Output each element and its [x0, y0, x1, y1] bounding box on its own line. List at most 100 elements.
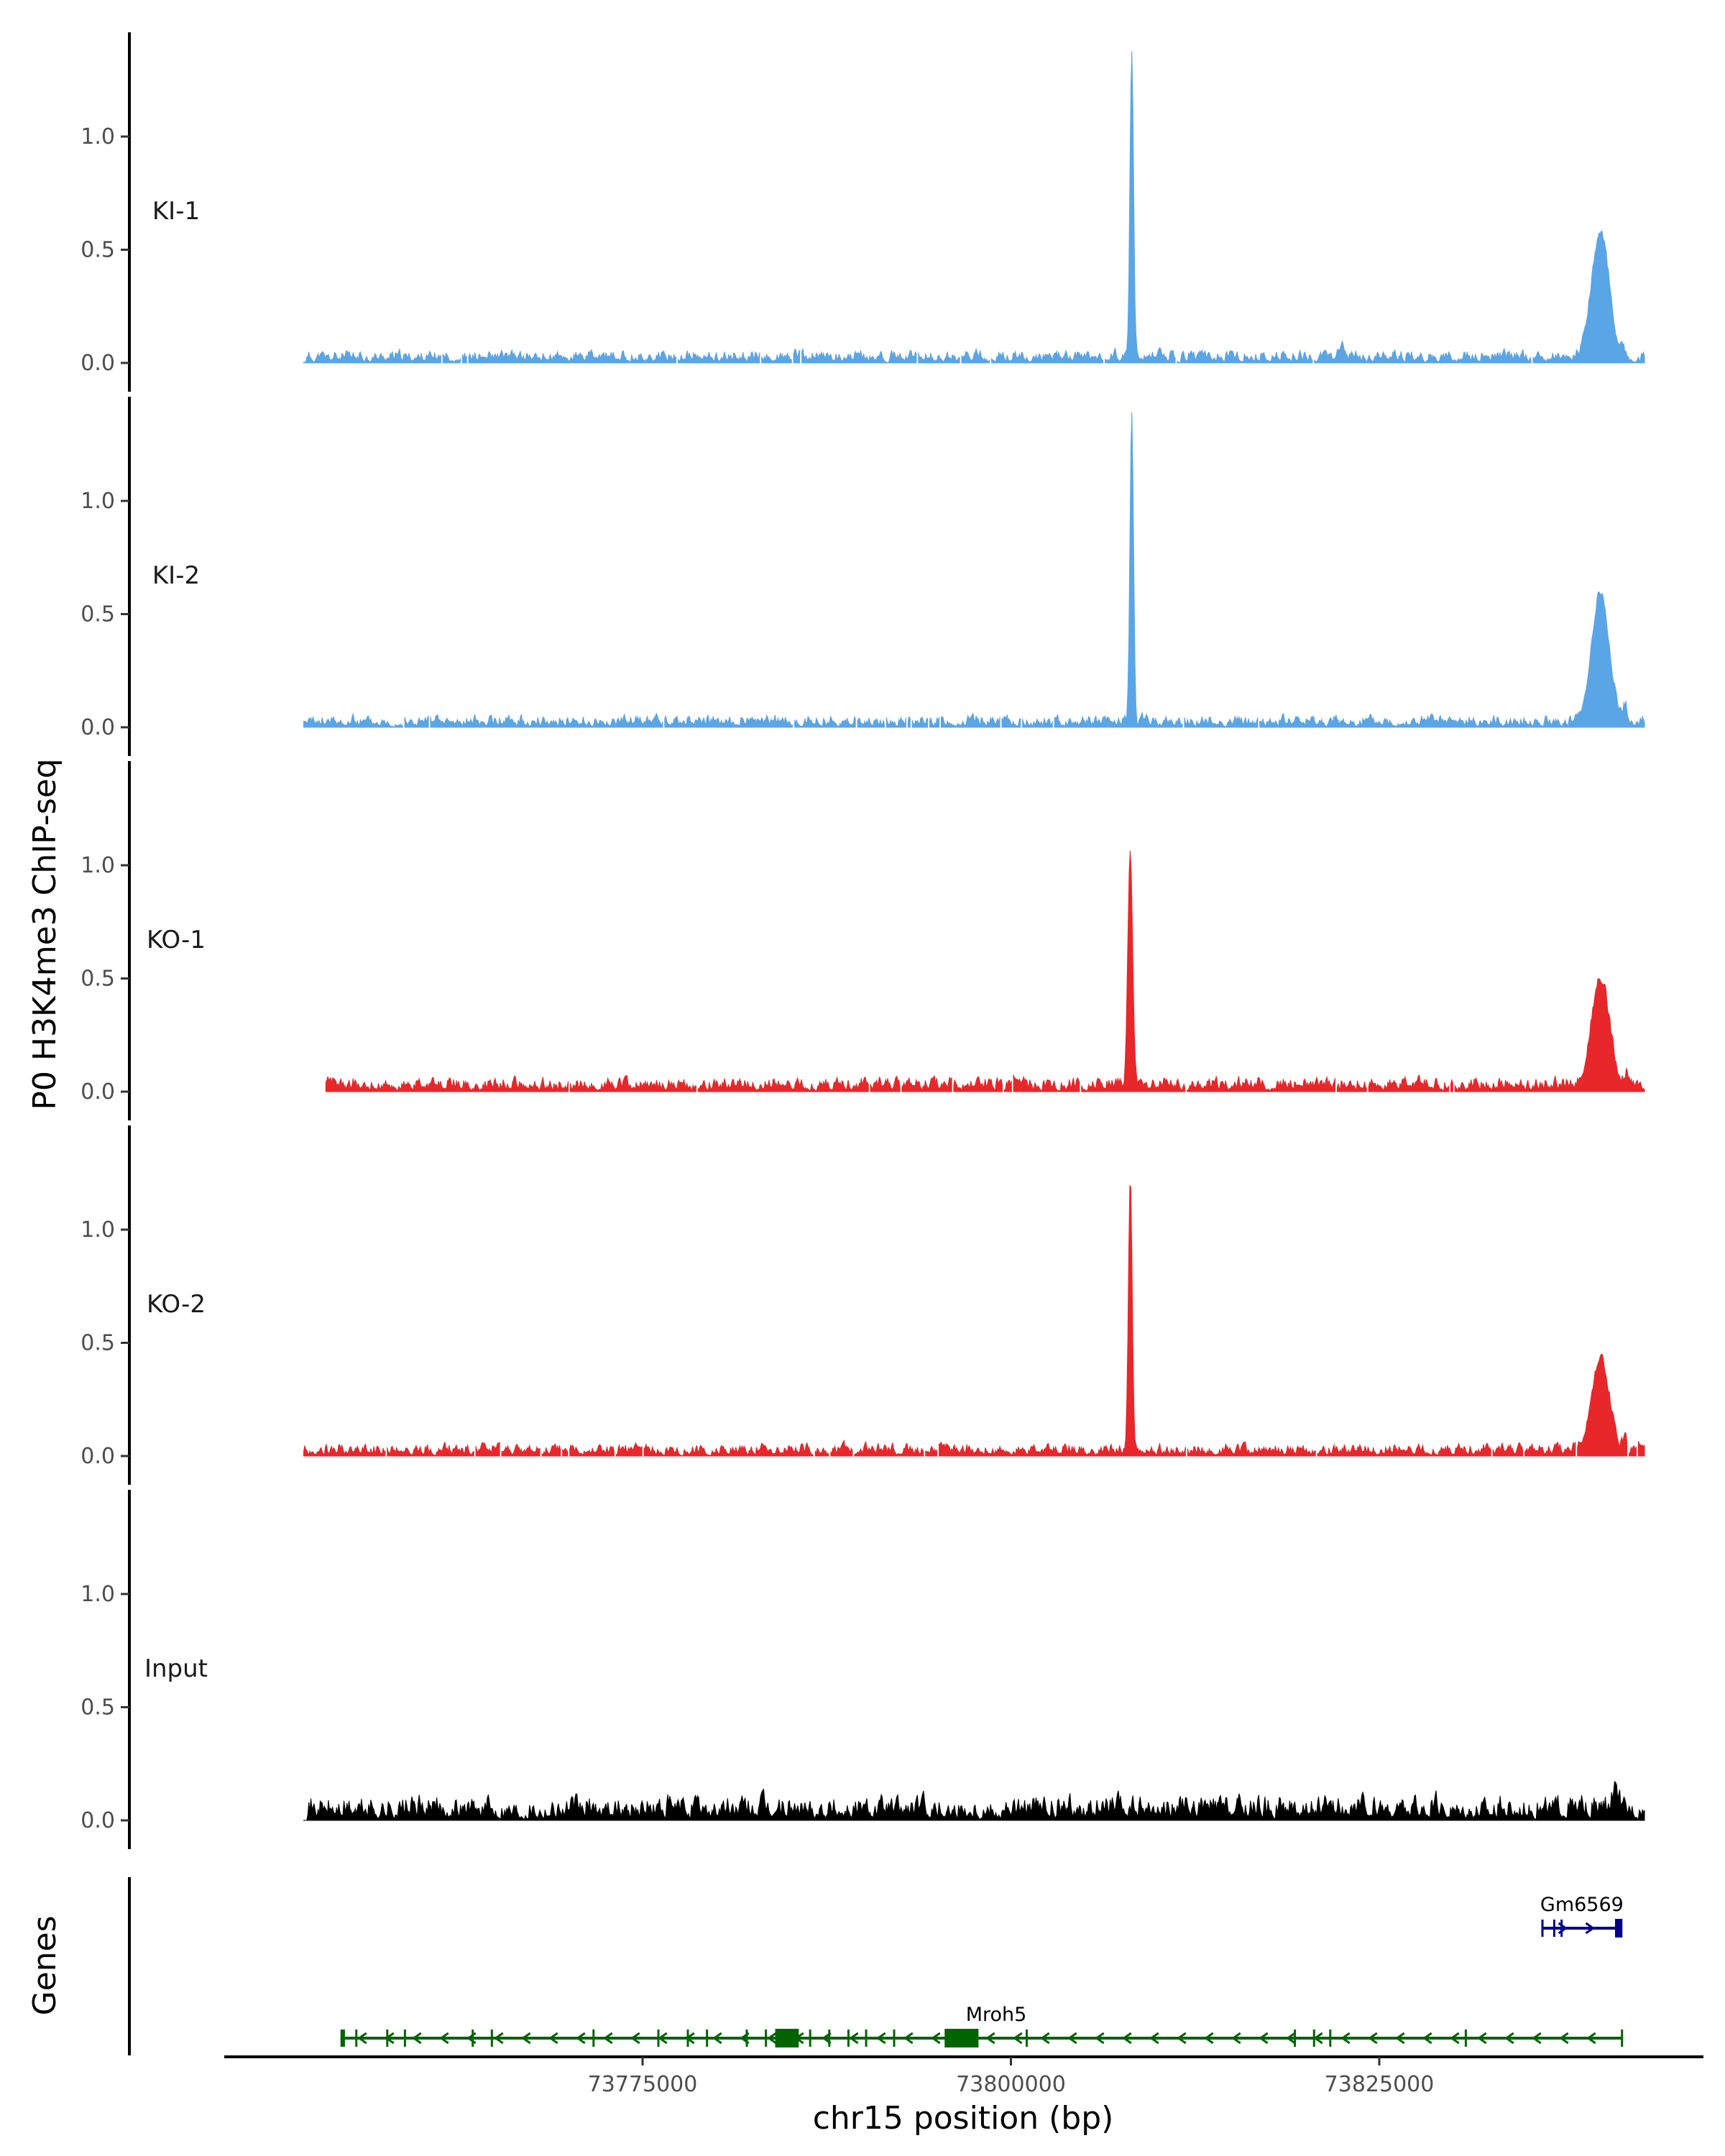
coverage-area	[303, 412, 1645, 728]
exon	[847, 2030, 850, 2047]
y-tick-label: 0.5	[80, 1331, 115, 1356]
strand-arrow	[876, 2032, 886, 2045]
exon	[403, 2030, 406, 2047]
strand-arrow	[412, 2032, 422, 2045]
y-tick-label: 1.0	[80, 1217, 115, 1243]
strand-arrow	[1231, 2032, 1241, 2045]
strand-arrow	[521, 2032, 531, 2045]
strand-arrow	[1395, 2032, 1405, 2045]
x-tick-label: 73800000	[956, 2072, 1066, 2097]
exon	[1026, 2030, 1028, 2047]
coverage-area	[303, 1781, 1645, 1821]
x-tick-label: 73775000	[588, 2072, 698, 2097]
exon	[706, 2030, 709, 2047]
x-axis-title: chr15 position (bp)	[813, 2100, 1114, 2137]
track-input: 0.0 0.5 1.0 Input	[80, 1490, 1645, 1849]
exon	[809, 2030, 811, 2047]
exon	[745, 2030, 748, 2047]
track-ko-1: 0.0 0.5 1.0 KO-1	[80, 761, 1645, 1120]
strand-arrow	[1368, 2032, 1378, 2045]
exon	[386, 2030, 389, 2047]
strand-arrow	[985, 2032, 995, 2045]
track-label: KO-1	[147, 926, 206, 954]
coverage-area	[303, 50, 1645, 364]
strand-arrow	[1067, 2032, 1077, 2045]
exon	[1615, 1919, 1623, 1938]
genes-label: Genes	[27, 1915, 63, 2015]
strand-arrow	[1259, 2032, 1269, 2045]
exon	[1464, 2030, 1467, 2047]
y-tick-label: 1.0	[80, 1582, 115, 1607]
strand-arrow	[357, 2032, 367, 2045]
exon	[340, 2030, 345, 2047]
strand-arrow	[931, 2032, 941, 2045]
exon	[1621, 2030, 1624, 2047]
exon	[1560, 1920, 1563, 1937]
strand-arrow	[712, 2032, 722, 2045]
strand-arrow	[1585, 1922, 1596, 1935]
gene-name: Mroh5	[966, 2004, 1027, 2026]
strand-arrow	[439, 2032, 449, 2045]
strand-arrow	[1204, 2032, 1214, 2045]
y-tick-label: 0.5	[80, 602, 115, 627]
coverage-area	[303, 1185, 1645, 1457]
strand-arrow	[1504, 2032, 1514, 2045]
exon	[944, 2029, 979, 2047]
strand-arrow	[1013, 2032, 1023, 2045]
strand-arrow	[1422, 2032, 1432, 2045]
strand-arrow	[903, 2032, 914, 2045]
exon	[490, 2030, 493, 2047]
strand-arrow	[576, 2032, 586, 2045]
y-tick-label: 1.0	[80, 124, 115, 149]
exon	[355, 2030, 358, 2047]
track-label: Input	[144, 1654, 208, 1683]
strand-arrow	[1586, 2032, 1596, 2045]
exon	[1312, 2030, 1315, 2047]
x-tick-label: 73825000	[1325, 2072, 1435, 2097]
y-tick-label: 0.5	[80, 967, 115, 992]
strand-arrow	[548, 2032, 558, 2045]
exon	[657, 2030, 660, 2047]
exon	[686, 2030, 689, 2047]
coverage-area	[325, 850, 1645, 1092]
exon	[865, 2030, 868, 2047]
strand-arrow	[1040, 2032, 1050, 2045]
strand-arrow	[849, 2032, 859, 2045]
x-axis: 73775000 73800000 73825000	[224, 2055, 1703, 2097]
gene-mroh5: Mroh5	[340, 2004, 1624, 2047]
track-ko-2: 0.0 0.5 1.0 KO-2	[80, 1125, 1645, 1485]
exon	[1294, 2030, 1297, 2047]
exon	[893, 2030, 896, 2047]
genes-panel: Genes Gm6569 Mroh5	[27, 1877, 1624, 2055]
y-tick-label: 0.5	[80, 238, 115, 263]
exon	[1329, 2030, 1332, 2047]
strand-arrow	[658, 2032, 668, 2045]
strand-arrow	[1286, 2032, 1296, 2045]
y-tick-label: 0.0	[80, 351, 115, 376]
strand-arrow	[1532, 2032, 1542, 2045]
y-axis-title: P0 H3K4me3 ChIP-seq	[27, 758, 63, 1110]
y-tick-label: 0.0	[80, 1444, 115, 1469]
strand-arrow	[1477, 2032, 1487, 2045]
strand-arrow	[1559, 2032, 1569, 2045]
exon	[765, 2030, 768, 2047]
strand-arrow	[1340, 2032, 1351, 2045]
exon	[472, 2030, 474, 2047]
y-tick-label: 0.0	[80, 715, 115, 740]
strand-arrow	[1095, 2032, 1105, 2045]
strand-arrow	[1122, 2032, 1132, 2045]
track-label: KO-2	[147, 1290, 206, 1319]
track-ki-1: 0.0 0.5 1.0 KI-1	[80, 32, 1645, 392]
y-tick-label: 1.0	[80, 489, 115, 514]
exon	[592, 2030, 595, 2047]
track-ki-2: 0.0 0.5 1.0 KI-2	[80, 397, 1645, 756]
exon	[775, 2029, 799, 2047]
coverage-tracks: 0.00.51.0KI-10.00.51.0KI-20.00.51.0KO-10…	[80, 32, 1645, 1849]
track-label: KI-1	[152, 197, 200, 226]
strand-arrow	[1450, 2032, 1460, 2045]
exon	[1541, 1920, 1544, 1937]
strand-arrow	[494, 2032, 504, 2045]
gene-name: Gm6569	[1540, 1894, 1624, 1916]
exon	[828, 2030, 831, 2047]
